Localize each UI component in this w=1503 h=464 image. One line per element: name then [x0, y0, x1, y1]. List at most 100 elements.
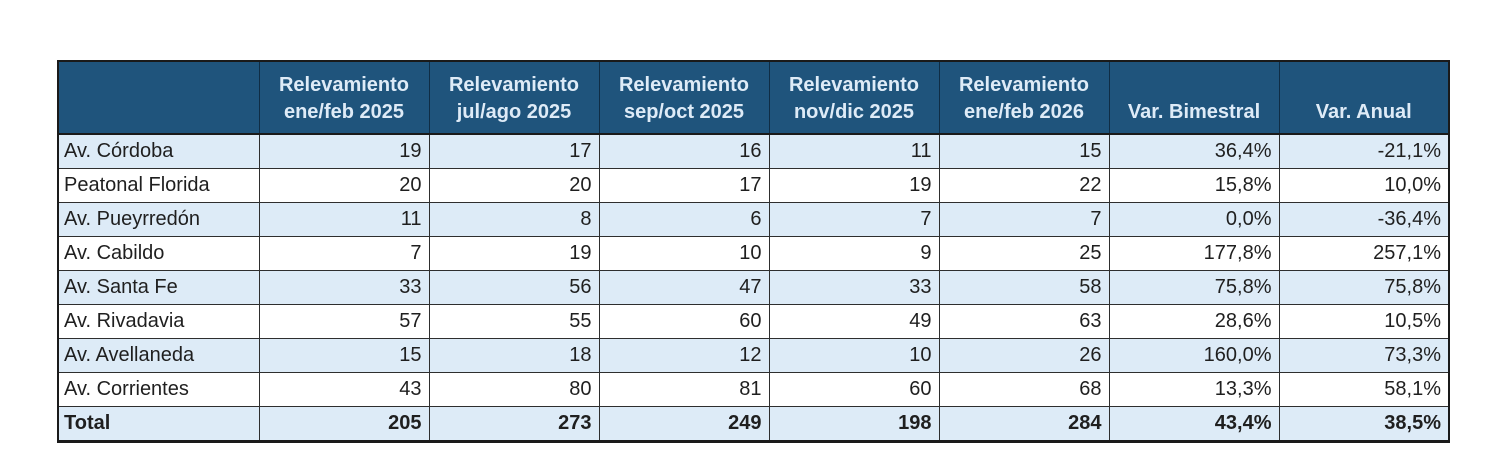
- value-cell: 15: [258, 338, 430, 373]
- value-cell: 10: [598, 236, 770, 271]
- row-label-cell: Av. Cabildo: [57, 236, 260, 271]
- value-cell: 58: [938, 270, 1110, 305]
- column-header-line: Relevamiento: [958, 74, 1090, 96]
- header-row: Relevamiento ene/feb 2025 Relevamiento jul/…: [57, 60, 1450, 135]
- value-cell: 19: [768, 168, 940, 203]
- relevamiento-table: Relevamiento ene/feb 2025 Relevamiento jul/…: [57, 60, 1450, 443]
- value-cell: 10,0%: [1278, 168, 1450, 203]
- value-cell: 7: [938, 202, 1110, 237]
- column-header-line: sep/oct 2025: [623, 101, 745, 123]
- table-row: Peatonal Florida 20 20 17 19 22 15,8% 10,0%: [57, 168, 1450, 203]
- column-header-cell: Relevamiento sep/oct 2025: [598, 60, 770, 135]
- column-header-line: ene/feb 2025: [283, 101, 405, 123]
- value-cell: 160,0%: [1108, 338, 1280, 373]
- total-value-cell: 43,4%: [1108, 406, 1280, 443]
- column-header-line: Relevamiento: [278, 74, 410, 96]
- total-value-cell: 284: [938, 406, 1110, 443]
- value-cell: 26: [938, 338, 1110, 373]
- value-cell: 22: [938, 168, 1110, 203]
- value-cell: 28,6%: [1108, 304, 1280, 339]
- value-cell: 19: [258, 133, 430, 169]
- table-row: Av. Cabildo 7 19 10 9 25 177,8% 257,1%: [57, 236, 1450, 271]
- value-cell: 7: [258, 236, 430, 271]
- column-header-cell: Var. Bimestral: [1108, 60, 1280, 135]
- value-cell: 177,8%: [1108, 236, 1280, 271]
- column-header-line: Var. Bimestral: [1127, 101, 1261, 123]
- value-cell: 75,8%: [1108, 270, 1280, 305]
- value-cell: 20: [428, 168, 600, 203]
- total-value-cell: 205: [258, 406, 430, 443]
- value-cell: 20: [258, 168, 430, 203]
- table-row: Av. Corrientes 43 80 81 60 68 13,3% 58,1%: [57, 372, 1450, 407]
- value-cell: -21,1%: [1278, 133, 1450, 169]
- value-cell: 11: [258, 202, 430, 237]
- table-row: Av. Pueyrredón 11 8 6 7 7 0,0% -36,4%: [57, 202, 1450, 237]
- value-cell: 68: [938, 372, 1110, 407]
- column-header-cell: Relevamiento ene/feb 2025: [258, 60, 430, 135]
- value-cell: 60: [768, 372, 940, 407]
- value-cell: 56: [428, 270, 600, 305]
- row-label-cell: Av. Rivadavia: [57, 304, 260, 339]
- column-header-line: Relevamiento: [618, 74, 750, 96]
- table-row: Av. Avellaneda 15 18 12 10 26 160,0% 73,3%: [57, 338, 1450, 373]
- value-cell: 17: [428, 133, 600, 169]
- value-cell: 80: [428, 372, 600, 407]
- column-header-line: Relevamiento: [788, 74, 920, 96]
- total-value-cell: 198: [768, 406, 940, 443]
- row-label-cell: Av. Pueyrredón: [57, 202, 260, 237]
- value-cell: -36,4%: [1278, 202, 1450, 237]
- value-cell: 16: [598, 133, 770, 169]
- value-cell: 15: [938, 133, 1110, 169]
- value-cell: 47: [598, 270, 770, 305]
- value-cell: 25: [938, 236, 1110, 271]
- row-label-cell: Av. Córdoba: [57, 133, 260, 169]
- table-row: Av. Santa Fe 33 56 47 33 58 75,8% 75,8%: [57, 270, 1450, 305]
- row-label-cell: Av. Avellaneda: [57, 338, 260, 373]
- total-row: Total 205 273 249 198 284 43,4% 38,5%: [57, 406, 1450, 443]
- value-cell: 15,8%: [1108, 168, 1280, 203]
- row-label-cell: Av. Corrientes: [57, 372, 260, 407]
- table-body: Av. Córdoba 19 17 16 11 15 36,4% -21,1% Peatonal…: [57, 133, 1450, 443]
- value-cell: 17: [598, 168, 770, 203]
- value-cell: 11: [768, 133, 940, 169]
- column-header-cell: Relevamiento jul/ago 2025: [428, 60, 600, 135]
- value-cell: 75,8%: [1278, 270, 1450, 305]
- value-cell: 49: [768, 304, 940, 339]
- value-cell: 19: [428, 236, 600, 271]
- column-header-line: jul/ago 2025: [456, 101, 572, 123]
- table-row: Av. Rivadavia 57 55 60 49 63 28,6% 10,5%: [57, 304, 1450, 339]
- value-cell: 257,1%: [1278, 236, 1450, 271]
- value-cell: 60: [598, 304, 770, 339]
- value-cell: 81: [598, 372, 770, 407]
- value-cell: 13,3%: [1108, 372, 1280, 407]
- value-cell: 10: [768, 338, 940, 373]
- value-cell: 9: [768, 236, 940, 271]
- value-cell: 73,3%: [1278, 338, 1450, 373]
- value-cell: 33: [768, 270, 940, 305]
- column-header-line: Var. Anual: [1315, 101, 1412, 123]
- value-cell: 43: [258, 372, 430, 407]
- value-cell: 33: [258, 270, 430, 305]
- row-label-cell: Peatonal Florida: [57, 168, 260, 203]
- value-cell: 12: [598, 338, 770, 373]
- value-cell: 18: [428, 338, 600, 373]
- column-header-line: ene/feb 2026: [963, 101, 1085, 123]
- value-cell: 7: [768, 202, 940, 237]
- value-cell: 6: [598, 202, 770, 237]
- value-cell: 55: [428, 304, 600, 339]
- row-label-cell: Av. Santa Fe: [57, 270, 260, 305]
- column-header-cell: Relevamiento ene/feb 2026: [938, 60, 1110, 135]
- value-cell: 0,0%: [1108, 202, 1280, 237]
- total-value-cell: 249: [598, 406, 770, 443]
- total-label-cell: Total: [57, 406, 260, 443]
- table-container: Relevamiento ene/feb 2025 Relevamiento jul/…: [57, 60, 1450, 443]
- corner-header-cell: [57, 60, 260, 135]
- table-header: Relevamiento ene/feb 2025 Relevamiento jul/…: [57, 60, 1450, 135]
- total-value-cell: 273: [428, 406, 600, 443]
- value-cell: 10,5%: [1278, 304, 1450, 339]
- value-cell: 8: [428, 202, 600, 237]
- table-row: Av. Córdoba 19 17 16 11 15 36,4% -21,1%: [57, 133, 1450, 169]
- total-value-cell: 38,5%: [1278, 406, 1450, 443]
- column-header-cell: Var. Anual: [1278, 60, 1450, 135]
